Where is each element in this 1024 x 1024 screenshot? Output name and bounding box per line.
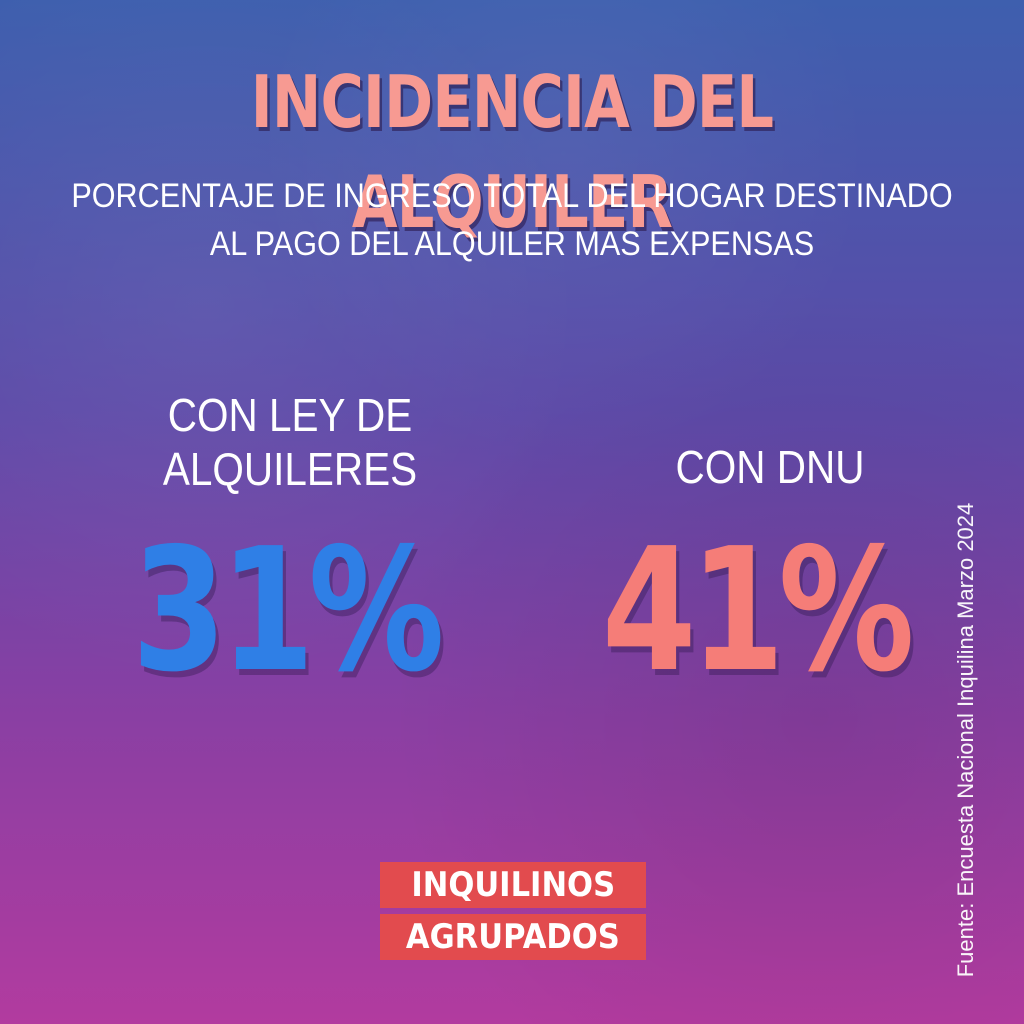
source-note: Fuente: Encuesta Nacional Inquilina Marz… (953, 502, 978, 978)
logo-line-1: INQUILINOS (380, 862, 646, 908)
logo-line-2: AGRUPADOS (380, 914, 646, 960)
subtitle-line-1: PORCENTAJE DE INGRESO TOTAL DEL HOGAR DE… (71, 177, 953, 215)
logo-text-2: AGRUPADOS (406, 917, 620, 957)
value-con-ley: 31% (131, 512, 445, 710)
logo-text-1: INQUILINOS (411, 865, 615, 905)
page-title: INCIDENCIA DEL ALQUILER (250, 60, 774, 244)
label-con-ley-line-1: CON LEY DE (167, 389, 413, 441)
label-con-dnu-line-1: CON DNU (675, 441, 865, 493)
subtitle: PORCENTAJE DE INGRESO TOTAL DEL HOGAR DE… (51, 172, 973, 268)
label-con-ley-line-2: ALQUILERES (162, 443, 418, 495)
subtitle-line-2: AL PAGO DEL ALQUILER MAS EXPENSAS (209, 225, 815, 263)
value-con-dnu: 41% (601, 512, 915, 710)
label-con-ley: CON LEY DE ALQUILERES (140, 388, 439, 496)
inquilinos-agrupados-logo: INQUILINOS AGRUPADOS (380, 862, 646, 962)
label-con-dnu: CON DNU (620, 440, 919, 494)
